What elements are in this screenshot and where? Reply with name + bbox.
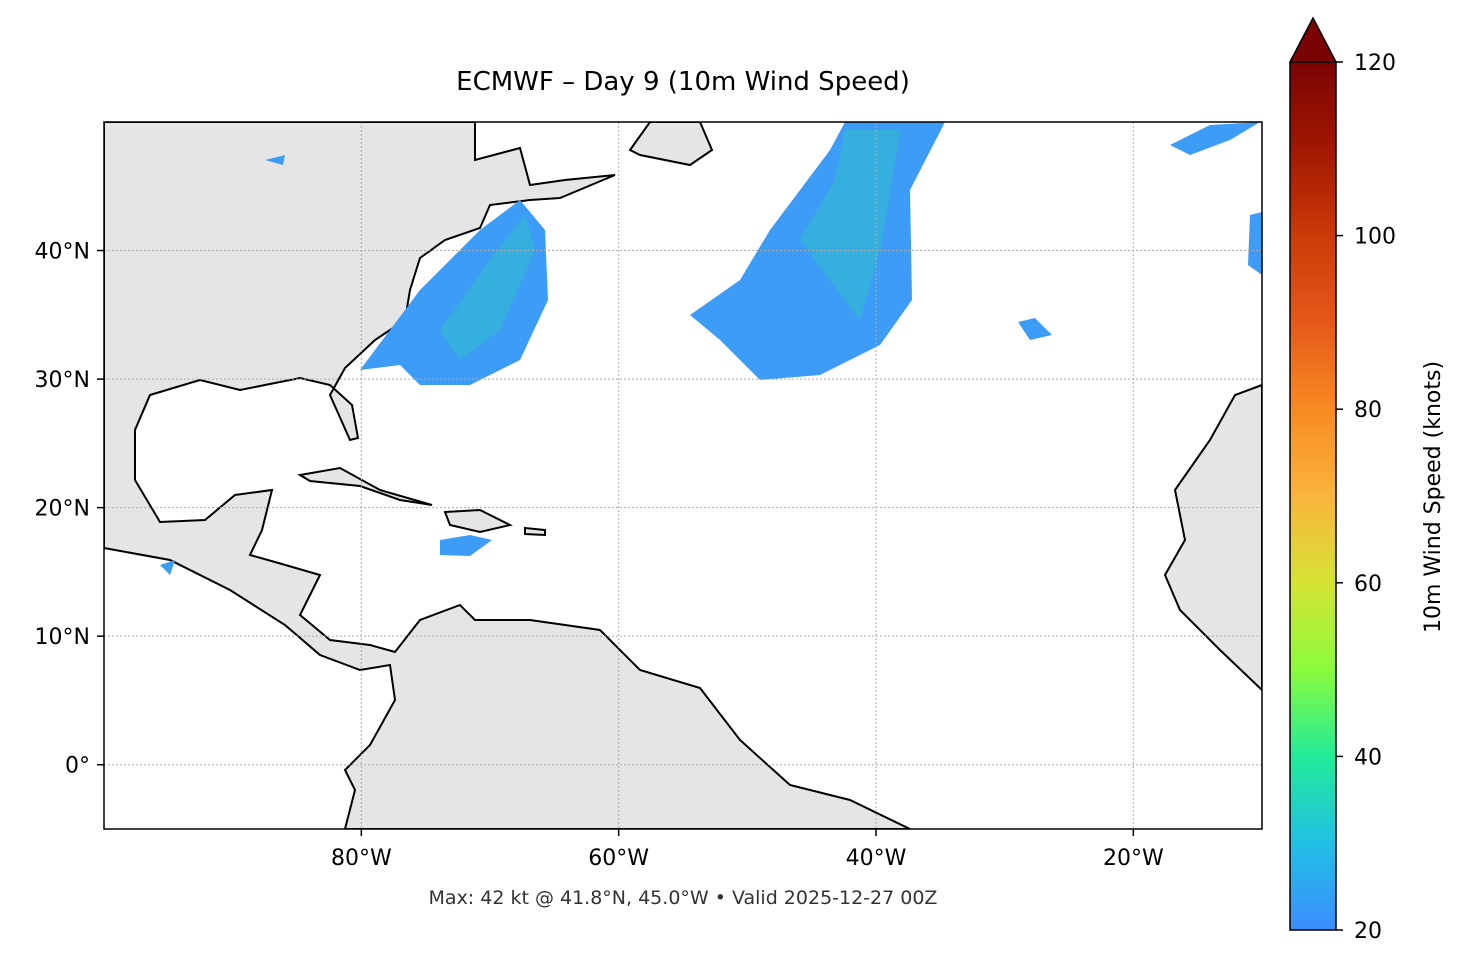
y-tick-label: 40°N [35,240,90,265]
y-tick-label: 0° [65,754,90,779]
wind-area [440,215,535,360]
wind-area [1170,122,1260,155]
y-tick-label: 20°N [35,497,90,522]
africa [1163,383,1262,692]
axis-ticks: 80°W 60°W 40°W 20°W 0° 10°N 20°N 30°N 40°N [35,240,1164,871]
hispaniola [443,508,513,534]
wind-area [160,560,175,575]
x-tick-label: 20°W [1103,846,1164,871]
colorbar-gradient [1290,62,1336,930]
puerto-rico [524,526,546,537]
colorbar-tick-label: 60 [1354,572,1382,597]
wind-area [800,130,900,320]
wind-area [265,155,285,165]
grid [104,122,1262,829]
americas [104,122,911,829]
y-tick-label: 10°N [35,625,90,650]
plot-frame [103,121,1263,830]
colorbar-tick-label: 40 [1354,745,1382,770]
wind-area [1018,318,1052,340]
colorbar-frame [1289,62,1337,931]
colorbar: 10m Wind Speed (knots) 20 40 60 80 100 120 [1288,16,1446,944]
colorbar-tick-label: 80 [1354,398,1382,423]
footnote: Max: 42 kt @ 41.8°N, 45.0°W • Valid 2025… [429,887,938,909]
colorbar-tick-label: 20 [1354,919,1382,944]
colorbar-tick-label: 120 [1354,51,1396,76]
cuba [297,466,433,506]
land [104,122,1262,829]
wind-area [440,535,492,556]
wind-core [440,130,900,360]
x-tick-label: 40°W [846,846,907,871]
x-tick-label: 60°W [588,846,649,871]
wind-area [1248,212,1262,275]
colorbar-extend [1288,16,1338,63]
newfoundland [628,122,714,167]
map-area [104,122,1262,829]
x-tick-label: 80°W [331,846,392,871]
y-tick-label: 30°N [35,368,90,393]
colorbar-tick-label: 100 [1354,225,1396,250]
colorbar-label: 10m Wind Speed (knots) [1421,361,1446,633]
chart-title: ECMWF – Day 9 (10m Wind Speed) [456,67,910,97]
